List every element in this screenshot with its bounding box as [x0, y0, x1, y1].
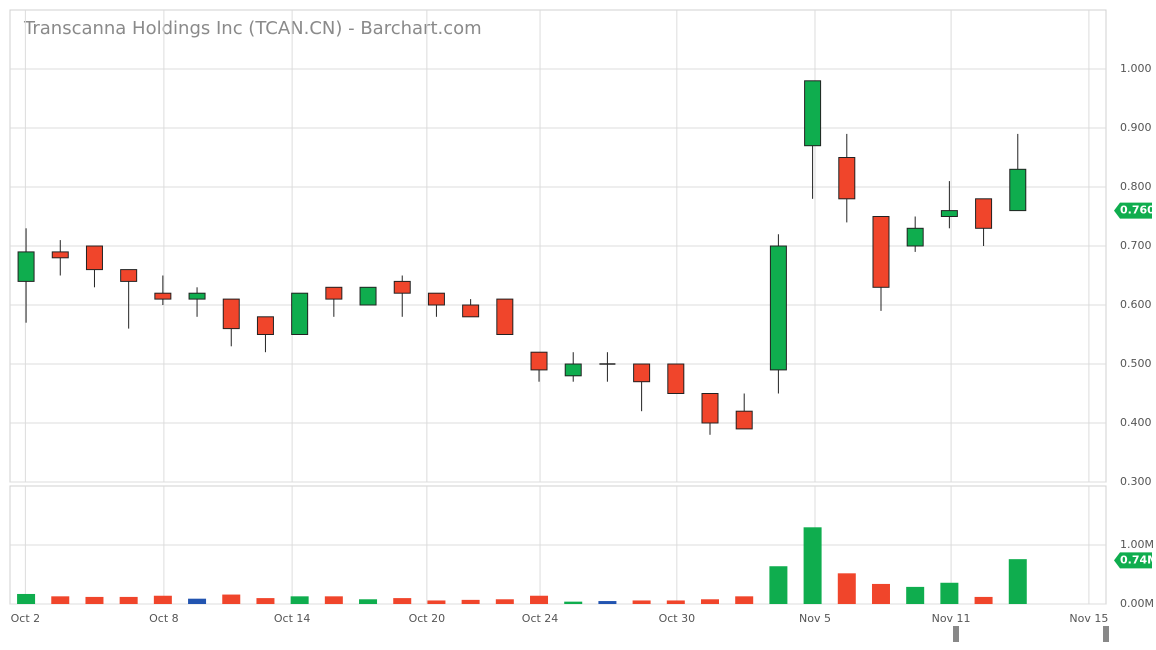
candle-body [462, 304, 480, 318]
volume-bar [222, 594, 241, 604]
candle-body [940, 210, 958, 218]
candle-body [872, 216, 890, 288]
x-tick-label: Nov 5 [799, 612, 831, 625]
last-value-tag [1114, 552, 1152, 569]
candle-body [564, 363, 582, 377]
volume-bar [51, 596, 70, 604]
chart-title: Transcanna Holdings Inc (TCAN.CN) - Barc… [23, 18, 482, 39]
y-tick-label: 1.000 [1120, 62, 1152, 75]
candle-body [838, 157, 856, 200]
candle-body [530, 351, 548, 371]
candle-body [51, 251, 69, 259]
volume-bar [188, 598, 207, 604]
volume-bar [85, 596, 104, 604]
x-tick-label: Nov 11 [932, 612, 971, 625]
y-tick-label: 0.00M [1120, 597, 1154, 610]
y-tick-label: 0.700 [1120, 239, 1152, 252]
candle-body [735, 410, 753, 430]
y-tick-label: 0.600 [1120, 298, 1152, 311]
volume-bar [324, 596, 343, 604]
scroll-handle[interactable] [1103, 626, 1109, 642]
candle-body [427, 292, 445, 306]
candle-body [222, 298, 240, 330]
x-tick-label: Oct 30 [659, 612, 696, 625]
y-tick-label: 1.00M [1120, 538, 1154, 551]
volume-bar [461, 599, 480, 604]
volume-bar [1008, 559, 1027, 604]
y-tick-label: 0.800 [1120, 180, 1152, 193]
candle-body [325, 286, 343, 300]
x-tick-label: Oct 2 [11, 612, 41, 625]
volume-bar [495, 599, 514, 604]
candle-body [496, 298, 514, 336]
volume-bar [906, 586, 925, 604]
candle-body [906, 227, 924, 247]
candle-body [359, 286, 377, 306]
candle-body [17, 251, 35, 282]
volume-bar [359, 599, 378, 604]
last-value-label: 0.760 [1120, 204, 1155, 217]
volume-bar [632, 600, 651, 604]
candle-body [633, 363, 651, 383]
y-tick-label: 0.300 [1120, 475, 1152, 488]
volume-bar [393, 598, 412, 604]
candle-body [804, 80, 822, 147]
x-tick-label: Oct 20 [409, 612, 446, 625]
candle-body [154, 292, 172, 300]
volume-bar [17, 593, 36, 604]
volume-bar [701, 599, 720, 604]
volume-bar [803, 527, 822, 604]
volume-bar [598, 601, 617, 604]
x-tick-label: Oct 8 [149, 612, 179, 625]
x-tick-label: Oct 24 [522, 612, 559, 625]
scroll-handle[interactable] [953, 626, 959, 642]
volume-bar [837, 573, 856, 604]
y-tick-label: 0.900 [1120, 121, 1152, 134]
y-tick-label: 0.400 [1120, 416, 1152, 429]
candle-body [256, 316, 274, 335]
volume-bar [940, 582, 959, 604]
volume-bar [427, 600, 446, 604]
volume-bar [666, 600, 685, 604]
candle-body [975, 198, 993, 229]
volume-bar [256, 598, 275, 604]
volume-bar [119, 596, 138, 604]
candle-body [667, 363, 685, 394]
candle-body [1009, 168, 1027, 212]
last-value-tag [1114, 202, 1152, 219]
volume-bar [290, 596, 309, 604]
volume-bar [974, 596, 993, 604]
candle-body [291, 292, 309, 336]
candle-body [393, 280, 411, 294]
volume-bar [735, 596, 754, 604]
candle-body [85, 245, 103, 271]
last-value-label: 0.74M [1120, 553, 1156, 566]
volume-bar [564, 601, 583, 604]
volume-bar [153, 595, 172, 604]
y-tick-label: 0.500 [1120, 357, 1152, 370]
candle-body [188, 292, 206, 300]
volume-bar [530, 595, 549, 604]
candle-body [769, 245, 787, 371]
x-tick-label: Oct 14 [274, 612, 311, 625]
x-tick-label: Nov 15 [1069, 612, 1108, 625]
volume-bar [769, 566, 788, 604]
candle-body [120, 269, 138, 282]
candle-body [701, 393, 719, 424]
volume-bar [871, 583, 890, 604]
